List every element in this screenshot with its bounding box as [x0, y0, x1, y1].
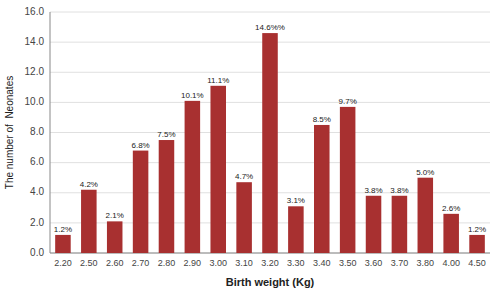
data-label: 4.7%	[235, 172, 253, 181]
data-label: 5.0%	[416, 168, 434, 177]
y-tick-label: 8.0	[30, 126, 44, 137]
chart: 0.0 2.0 4.0 6.0 8.0 10.0 12.0 14.0 16.0 1.2% 4.2% 2…	[0, 0, 500, 293]
y-tick-label: 4.0	[30, 186, 44, 197]
x-tick-label: 3.80	[417, 258, 435, 268]
y-tick-label: 12.0	[25, 66, 45, 77]
bar	[159, 140, 175, 253]
y-grid	[50, 12, 490, 253]
data-label: 6.8%	[131, 141, 149, 150]
x-tick-label: 3.00	[209, 258, 227, 268]
x-tick-label: 2.90	[184, 258, 202, 268]
y-tick-label: 2.0	[30, 217, 44, 228]
x-tick-label: 3.40	[313, 258, 331, 268]
x-tick-label: 2.60	[106, 258, 124, 268]
bar	[366, 196, 382, 253]
x-tick-label: 4.50	[468, 258, 486, 268]
x-tick-label: 3.10	[235, 258, 253, 268]
data-label: 11.1%	[207, 76, 229, 85]
data-label: 4.2%	[80, 180, 98, 189]
y-tick-label: 14.0	[25, 36, 45, 47]
bar	[314, 125, 330, 253]
data-label: 2.1%	[106, 211, 124, 220]
bar	[55, 235, 71, 253]
bar	[262, 33, 278, 253]
x-tick-label: 3.20	[261, 258, 279, 268]
data-label: 3.8%	[364, 186, 382, 195]
data-label: 3.1%	[287, 196, 305, 205]
x-tick-label: 2.70	[132, 258, 150, 268]
bar	[288, 206, 304, 253]
bar	[236, 182, 252, 253]
data-label: 2.6%	[442, 204, 460, 213]
y-axis-label: The number of Neonates	[4, 76, 15, 189]
bar	[340, 107, 356, 253]
bar	[133, 151, 149, 253]
grid-line	[50, 12, 490, 13]
bars	[55, 33, 485, 253]
data-label: 14.6%%	[255, 23, 285, 32]
y-tick-label: 16.0	[25, 6, 45, 17]
bar	[392, 196, 408, 253]
data-label: 9.7%	[339, 97, 357, 106]
bar	[210, 86, 226, 253]
x-axis-label: Birth weight (Kg)	[226, 276, 315, 288]
x-tick-label: 2.80	[158, 258, 176, 268]
bar	[81, 190, 97, 253]
x-tick-label: 4.00	[442, 258, 460, 268]
x-tick-label: 2.20	[54, 258, 72, 268]
x-tick-label: 3.60	[365, 258, 383, 268]
bar	[469, 235, 485, 253]
y-tick-label: 10.0	[25, 96, 45, 107]
data-label: 7.5%	[157, 130, 175, 139]
bar	[443, 214, 459, 253]
data-label: 8.5%	[313, 115, 331, 124]
data-label: 10.1%	[181, 91, 204, 100]
y-tick-label: 0.0	[30, 247, 44, 258]
data-label: 1.2%	[54, 225, 72, 234]
y-axis-line	[50, 12, 51, 253]
bar	[107, 221, 123, 253]
y-tick-label: 6.0	[30, 156, 44, 167]
x-tick-label: 3.70	[391, 258, 409, 268]
data-label: 3.8%	[390, 186, 408, 195]
bar	[185, 101, 201, 253]
x-tick-label: 2.50	[80, 258, 98, 268]
data-label: 1.2%	[468, 225, 486, 234]
x-tick-label: 3.30	[287, 258, 305, 268]
bar	[418, 178, 434, 253]
x-tick-label: 3.50	[339, 258, 357, 268]
